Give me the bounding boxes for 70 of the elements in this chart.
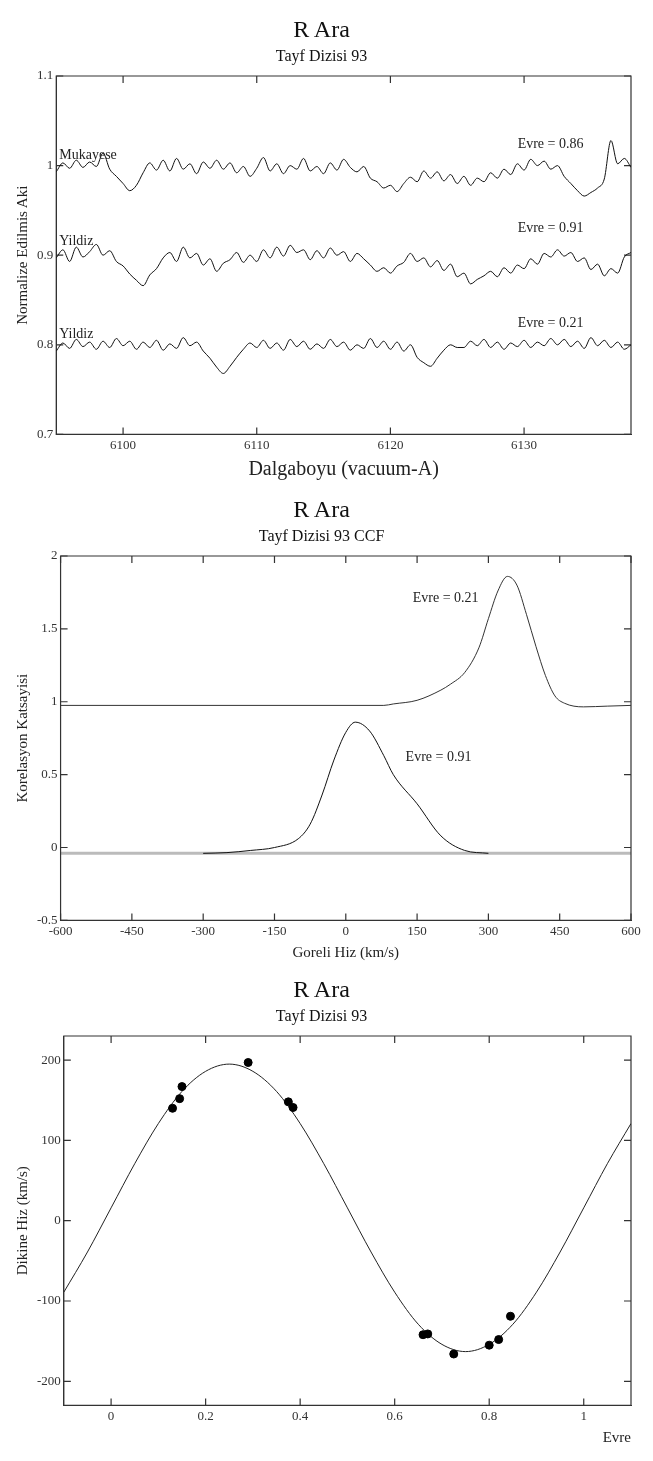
x-tick-label: 0.4	[292, 1407, 309, 1423]
point	[283, 1097, 293, 1107]
x-tick-label: 150	[407, 922, 427, 938]
series-label: Yildiz	[59, 325, 94, 341]
point	[177, 1082, 187, 1092]
y-tick-label: 200	[41, 1051, 61, 1067]
annotation: Evre = 0.91	[517, 219, 584, 235]
x-tick-label: 0.6	[386, 1407, 404, 1423]
line-series	[56, 140, 631, 197]
x-tick-label: 300	[478, 922, 499, 938]
chart-subtitle: Tayf Dizisi 93	[275, 46, 368, 65]
series-label: Yildiz	[59, 232, 94, 248]
x-axis-title: Dalgaboyu (vacuum-A)	[248, 457, 439, 481]
y-tick-label: -100	[36, 1292, 61, 1308]
point	[243, 1058, 253, 1067]
y-tick-label: 100	[41, 1131, 61, 1147]
y-tick-label: 2	[51, 547, 58, 563]
point	[168, 1103, 178, 1113]
x-tick-label: 6100	[110, 436, 137, 452]
x-tick-label: 6130	[511, 436, 538, 452]
annotation: Evre = 0.91	[405, 748, 472, 764]
line-series	[63, 1063, 631, 1353]
x-tick-label: 0	[342, 922, 350, 938]
x-tick-label: -450	[119, 922, 144, 938]
point	[449, 1349, 459, 1359]
x-tick-label: 0.8	[481, 1407, 498, 1423]
x-tick-label: 600	[621, 922, 641, 938]
point	[175, 1094, 185, 1104]
y-tick-label: 0.9	[37, 246, 54, 262]
x-axis-title: Goreli Hiz (km/s)	[292, 943, 400, 961]
point	[505, 1311, 515, 1321]
annotation: Evre = 0.86	[517, 135, 584, 151]
line-series	[56, 243, 631, 287]
y-axis-title: Dikine Hiz (km/s)	[13, 1166, 31, 1276]
y-tick-label: 1	[51, 693, 58, 709]
y-tick-label: 0.7	[37, 425, 54, 441]
y-tick-label: 0	[51, 838, 58, 854]
y-tick-label: 1.5	[41, 620, 58, 636]
x-tick-label: -150	[262, 922, 287, 938]
y-tick-label: -0.5	[36, 911, 58, 927]
x-tick-label: 6110	[243, 436, 270, 452]
x-tick-label: 1	[580, 1407, 587, 1423]
chart-subtitle: Tayf Dizisi 93	[275, 1006, 368, 1025]
y-tick-label: 0.5	[41, 766, 58, 782]
line-series	[56, 337, 631, 374]
chart-title: R Ara	[293, 975, 351, 1002]
line-series	[202, 721, 489, 854]
y-axis-title: Normalize Edilmis Aki	[13, 185, 30, 325]
annotation: Evre = 0.21	[517, 314, 584, 330]
chart-title: R Ara	[293, 15, 351, 42]
point	[423, 1329, 433, 1339]
x-tick-label: -300	[191, 922, 216, 938]
point	[494, 1335, 504, 1345]
y-axis-title: Korelasyon Katsayisi	[13, 673, 30, 803]
point	[484, 1340, 494, 1350]
annotation: Evre = 0.21	[412, 589, 479, 605]
y-tick-label: 1	[46, 157, 54, 173]
x-tick-label: 450	[549, 922, 570, 938]
chart-subtitle: Tayf Dizisi 93 CCF	[258, 526, 385, 545]
x-tick-label: 0	[107, 1407, 115, 1423]
y-tick-label: -200	[36, 1372, 61, 1388]
x-tick-label: 0.2	[197, 1407, 214, 1423]
x-tick-label: 6120	[377, 436, 404, 452]
y-tick-label: 0.8	[37, 336, 54, 352]
series-label: Mukayese	[59, 146, 117, 162]
chart-title: R Ara	[293, 495, 351, 522]
x-axis-title: Evre	[602, 1428, 632, 1445]
y-tick-label: 0	[54, 1212, 61, 1228]
point	[288, 1102, 298, 1112]
y-tick-label: 1.1	[37, 67, 54, 83]
